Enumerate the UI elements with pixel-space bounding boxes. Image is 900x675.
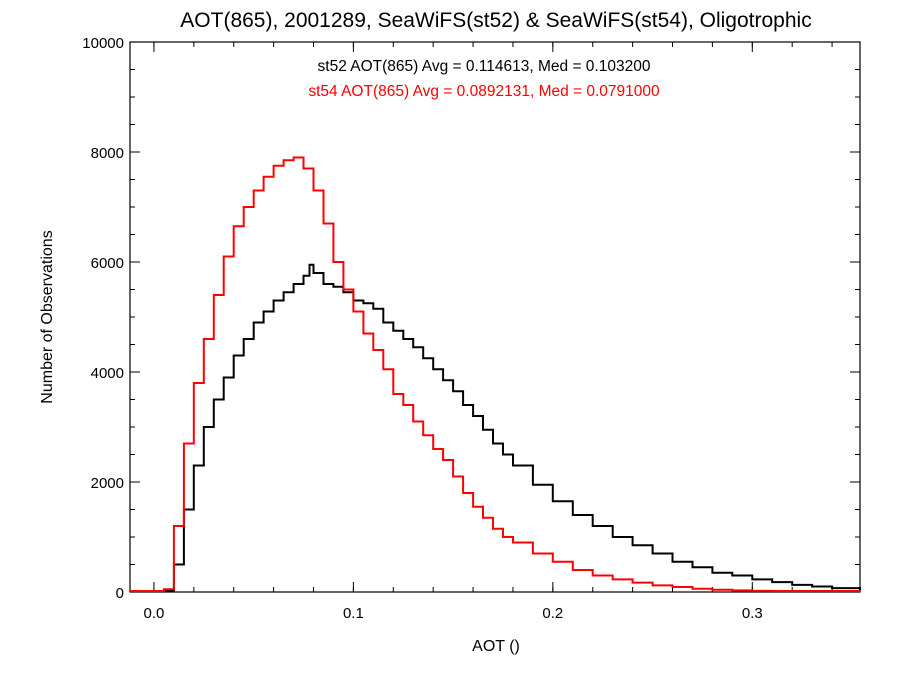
y-tick-label: 2000 bbox=[91, 475, 124, 492]
tick-labels: 0.0 0.1 0.2 0.3 0 2000 4000 6000 8000 10000 bbox=[82, 35, 762, 622]
y-tick-label: 6000 bbox=[91, 255, 124, 272]
annotation-st54: st54 AOT(865) Avg = 0.0892131, Med = 0.0… bbox=[308, 83, 660, 100]
axis-ticks bbox=[130, 41, 860, 593]
x-tick-label: 0.0 bbox=[144, 605, 165, 622]
y-tick-label: 4000 bbox=[91, 365, 124, 382]
y-tick-label: 0 bbox=[116, 585, 124, 602]
x-tick-label: 0.2 bbox=[542, 605, 563, 622]
series-line-st52 bbox=[130, 263, 861, 592]
x-axis-label: AOT () bbox=[472, 638, 520, 655]
x-tick-label: 0.1 bbox=[343, 605, 364, 622]
plot-frame bbox=[129, 41, 861, 593]
series-layer bbox=[130, 156, 861, 592]
chart-title: AOT(865), 2001289, SeaWiFS(st52) & SeaWi… bbox=[180, 9, 811, 32]
annotation-st52: st52 AOT(865) Avg = 0.114613, Med = 0.10… bbox=[318, 58, 651, 75]
y-tick-label: 10000 bbox=[82, 35, 124, 52]
x-tick-label: 0.3 bbox=[742, 605, 763, 622]
y-axis-label: Number of Observations bbox=[39, 230, 56, 403]
y-tick-label: 8000 bbox=[91, 145, 124, 162]
series-line-st54 bbox=[130, 156, 860, 592]
